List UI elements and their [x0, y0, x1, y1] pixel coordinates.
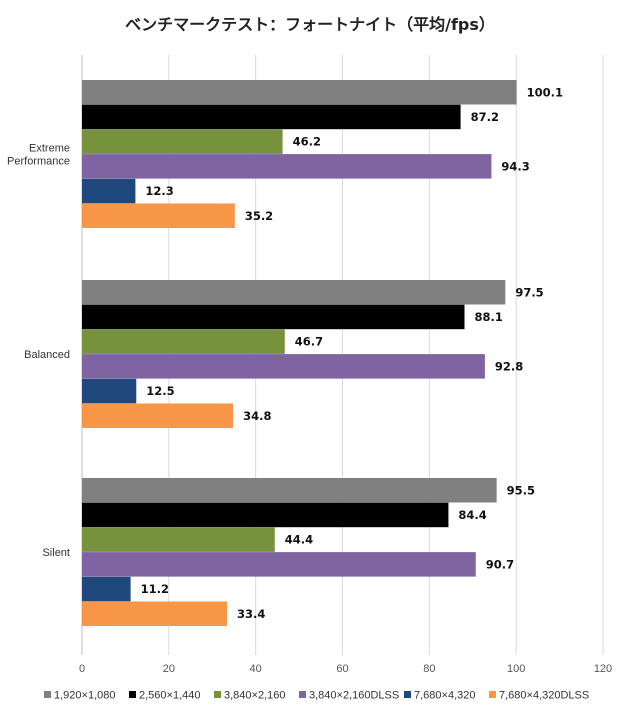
data-label: 34.8 [243, 409, 271, 423]
category-label: Performance [7, 156, 70, 168]
legend-label: 7,680×4,320 [414, 690, 475, 702]
bar [82, 354, 485, 379]
bar [82, 601, 228, 626]
legend-label: 7,680×4,320DLSS [499, 690, 589, 702]
bar [82, 178, 136, 204]
category-label: Silent [42, 547, 70, 559]
bar [82, 129, 283, 154]
bar [82, 552, 476, 577]
data-label: 94.3 [501, 159, 529, 173]
bar [82, 80, 517, 105]
bar [82, 378, 137, 404]
category-label: Balanced [24, 349, 70, 361]
legend-swatch [299, 691, 306, 698]
data-label: 12.5 [146, 384, 174, 398]
legend-swatch [214, 691, 221, 698]
x-tick-label: 20 [163, 663, 175, 675]
x-tick-labels: 0 20 40 60 80 100 120 [79, 663, 612, 675]
data-label: 46.2 [293, 135, 321, 149]
x-tick-label: 120 [594, 663, 612, 675]
x-tick-label: 80 [423, 663, 435, 675]
bar [82, 478, 497, 503]
legend-swatch [44, 691, 51, 698]
data-label: 88.1 [475, 310, 503, 324]
data-label: 35.2 [245, 209, 273, 223]
legend-label: 3,840×2,160DLSS [309, 690, 399, 702]
chart-title: ベンチマークテスト：フォートナイト（平均/fps） [125, 15, 495, 34]
bar [82, 154, 492, 179]
legend-label: 2,560×1,440 [139, 690, 200, 702]
data-label: 97.5 [515, 285, 543, 299]
bar [82, 403, 234, 428]
x-tick-label: 60 [336, 663, 348, 675]
data-label: 11.2 [141, 582, 169, 596]
data-label: 92.8 [495, 359, 523, 373]
legend-label: 1,920×1,080 [54, 690, 115, 702]
data-label: 90.7 [486, 557, 514, 571]
bars [82, 80, 517, 626]
data-label: 84.4 [458, 508, 486, 522]
legend-swatch [489, 691, 496, 698]
data-label: 95.5 [507, 483, 535, 497]
data-labels: 100.1 87.2 46.2 94.3 12.3 35.2 97.5 88.1 46.7 92.… [141, 85, 563, 621]
x-tick-label: 100 [507, 663, 525, 675]
bar [82, 502, 449, 528]
bar [82, 104, 461, 130]
legend-swatch [129, 691, 136, 698]
data-label: 33.4 [237, 607, 265, 621]
x-tick-label: 0 [79, 663, 85, 675]
bar [82, 329, 285, 354]
data-label: 44.4 [285, 533, 313, 547]
bar [82, 527, 275, 552]
bar [82, 203, 235, 228]
x-tick-label: 40 [250, 663, 262, 675]
legend-label: 3,840×2,160 [224, 690, 285, 702]
data-label: 46.7 [295, 335, 323, 349]
legend-swatch [404, 691, 411, 698]
bar [82, 280, 506, 305]
data-label: 87.2 [471, 110, 499, 124]
bar [82, 304, 465, 330]
bar [82, 576, 131, 602]
data-label: 12.3 [145, 184, 173, 198]
legend: 1,920×1,080 2,560×1,440 3,840×2,160 3,840×2… [44, 690, 589, 702]
data-label: 100.1 [527, 85, 563, 99]
category-label: Extreme [29, 143, 70, 155]
